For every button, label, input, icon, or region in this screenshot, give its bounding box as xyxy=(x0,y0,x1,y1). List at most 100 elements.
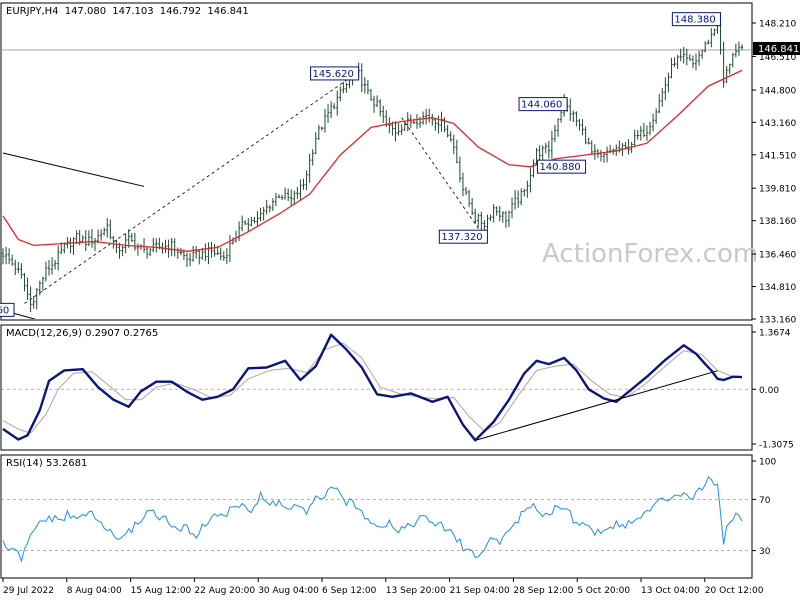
candle xyxy=(38,280,41,296)
moving-average-line xyxy=(2,69,743,252)
candle xyxy=(56,245,60,271)
candle xyxy=(247,218,250,232)
price-annotation: 140.880 xyxy=(536,159,587,174)
x-tick-label: 13 Sep 20:00 xyxy=(386,586,446,596)
candle xyxy=(615,144,618,156)
current-price-tag: 146.841 xyxy=(753,42,800,55)
x-tick-label: 13 Oct 04:00 xyxy=(641,586,700,596)
candle xyxy=(280,194,284,201)
low-value: 146.792 xyxy=(160,6,201,17)
candle xyxy=(599,149,603,162)
candle xyxy=(654,108,658,124)
candle xyxy=(734,43,738,58)
price-panel-frame xyxy=(0,2,753,321)
price-tick-label: 133.160 xyxy=(759,316,796,326)
macd-header: MACD(12,26,9) 0.2907 0.2765 xyxy=(6,328,158,339)
candle xyxy=(697,50,701,66)
x-tick-label: 29 Jul 2022 xyxy=(3,586,54,596)
current-price-tag-bg xyxy=(753,42,800,55)
candle xyxy=(53,259,57,270)
candle xyxy=(569,98,572,122)
candle xyxy=(90,228,94,248)
candle xyxy=(222,251,225,262)
candle xyxy=(375,95,379,108)
price-tick-label: 136.460 xyxy=(759,251,796,261)
candle xyxy=(115,239,118,254)
candle xyxy=(35,287,38,310)
candle xyxy=(627,139,630,155)
candle xyxy=(556,118,560,137)
candle xyxy=(363,77,367,94)
candle xyxy=(501,211,505,223)
candle xyxy=(737,41,741,56)
candle xyxy=(118,242,121,259)
price-tick-label: 134.810 xyxy=(759,283,796,293)
candle xyxy=(204,243,207,262)
candle xyxy=(198,249,201,265)
candle xyxy=(133,232,137,251)
candle xyxy=(415,114,419,129)
x-tick-label: 28 Sep 12:00 xyxy=(513,586,573,596)
candle xyxy=(464,186,468,196)
candle xyxy=(102,227,106,236)
candle xyxy=(286,188,290,202)
candle xyxy=(710,28,713,48)
candle xyxy=(87,230,91,247)
candle xyxy=(602,152,606,163)
candle xyxy=(434,118,437,131)
candle xyxy=(185,252,189,267)
x-tick-label: 20 Oct 12:00 xyxy=(705,586,764,596)
candle xyxy=(109,219,112,240)
candle xyxy=(713,28,716,37)
candle xyxy=(670,57,673,79)
candle xyxy=(740,44,744,51)
candle xyxy=(240,215,244,232)
candle xyxy=(231,237,235,245)
price-tick-label: 141.510 xyxy=(759,151,796,161)
price-annotation: 148.380 xyxy=(671,12,721,27)
rsi-header: RSI(14) 53.2681 xyxy=(6,458,87,469)
candle xyxy=(507,210,511,227)
candle xyxy=(575,111,578,127)
candle xyxy=(213,243,216,257)
candle xyxy=(639,125,643,141)
candle xyxy=(722,41,725,88)
candle xyxy=(673,57,676,67)
candle xyxy=(72,237,75,255)
candle xyxy=(332,103,336,110)
candle xyxy=(633,129,636,146)
candle xyxy=(406,112,409,132)
candle xyxy=(477,213,480,227)
candle xyxy=(219,247,222,261)
candle xyxy=(584,126,587,145)
candle xyxy=(259,207,262,222)
rsi-panel-frame xyxy=(0,454,753,579)
candle xyxy=(17,261,20,274)
candle xyxy=(725,65,728,83)
candle xyxy=(10,254,14,266)
candle xyxy=(535,147,538,166)
price-annotation: 145.620 xyxy=(310,66,360,81)
rsi-plot xyxy=(1,476,752,563)
macd-plot xyxy=(1,333,752,442)
high-value: 147.103 xyxy=(112,6,153,17)
symbol-label: EURJPY,H4 xyxy=(6,6,59,17)
candle xyxy=(661,87,664,107)
candle xyxy=(1,248,5,265)
candle xyxy=(516,190,520,208)
candle xyxy=(191,245,195,262)
candle xyxy=(467,189,471,207)
x-tick-label: 21 Sep 04:00 xyxy=(450,586,510,596)
candle xyxy=(47,260,51,276)
price-annotation-label: 144.060 xyxy=(521,100,562,111)
candle xyxy=(106,218,109,238)
candle xyxy=(449,131,452,142)
rsi-tick-label: 100 xyxy=(759,458,776,468)
candle xyxy=(455,139,459,164)
candle xyxy=(700,49,704,59)
candle xyxy=(480,211,483,232)
price-annotation-label: 148.380 xyxy=(674,15,715,26)
candle xyxy=(29,286,32,313)
candle xyxy=(293,190,296,206)
candle xyxy=(688,54,692,61)
